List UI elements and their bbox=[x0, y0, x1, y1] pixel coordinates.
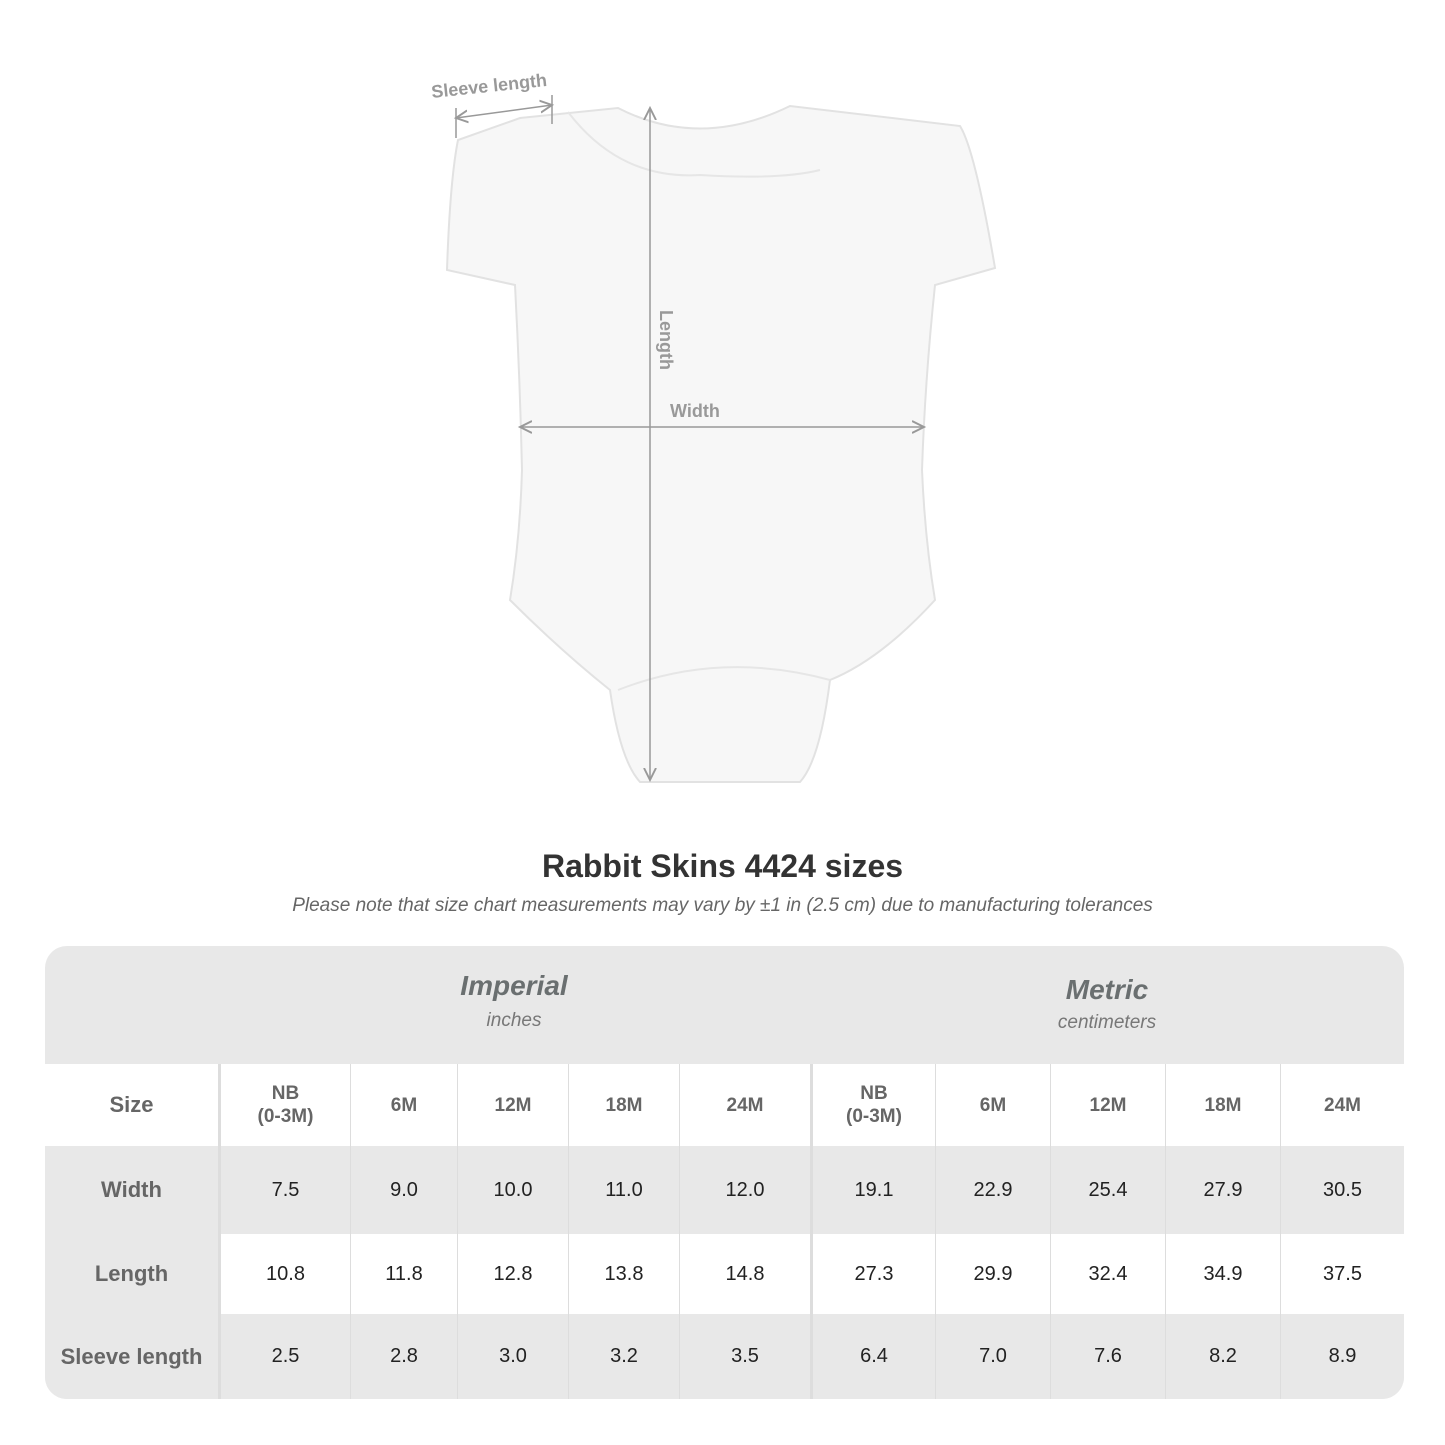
table-cell: 19.1 bbox=[810, 1146, 935, 1234]
size-column-header: NB (0-3M) bbox=[810, 1064, 935, 1146]
imperial-unit: inches bbox=[486, 1010, 542, 1031]
size-label: NB bbox=[860, 1083, 888, 1104]
table-cell: 30.5 bbox=[1280, 1146, 1404, 1234]
table-cell: 11.8 bbox=[350, 1234, 457, 1314]
size-label: 24M bbox=[726, 1094, 764, 1116]
table-cell: 2.8 bbox=[350, 1314, 457, 1399]
table-cell: 29.9 bbox=[935, 1234, 1050, 1314]
size-column-header: 6M bbox=[350, 1064, 457, 1146]
width-label: Width bbox=[670, 401, 720, 421]
chart-title: Rabbit Skins 4424 sizes bbox=[541, 848, 904, 884]
table-cell: 27.9 bbox=[1165, 1146, 1280, 1234]
size-column-header: 6M bbox=[935, 1064, 1050, 1146]
table-cell: 7.5 bbox=[218, 1146, 350, 1234]
size-label: 6M bbox=[390, 1094, 418, 1116]
size-table: Imperial inches Metric centimeters Size N… bbox=[45, 946, 1404, 1399]
size-label: 24M bbox=[1324, 1094, 1361, 1116]
table-cell: 14.8 bbox=[679, 1234, 810, 1314]
size-label: NB bbox=[271, 1083, 300, 1104]
sleeve-length-label: Sleeve length bbox=[430, 70, 548, 102]
table-cell: 12.0 bbox=[679, 1146, 810, 1234]
size-column-header: 18M bbox=[568, 1064, 679, 1146]
table-cell: 10.8 bbox=[218, 1234, 350, 1314]
table-cell: 32.4 bbox=[1050, 1234, 1165, 1314]
row-label: Length bbox=[45, 1234, 218, 1314]
table-cell: 3.2 bbox=[568, 1314, 679, 1399]
size-label: 18M bbox=[1204, 1094, 1242, 1116]
row-label: Width bbox=[45, 1146, 218, 1234]
table-cell: 7.6 bbox=[1050, 1314, 1165, 1399]
table-cell: 12.8 bbox=[457, 1234, 568, 1314]
size-column-header: 24M bbox=[1280, 1064, 1404, 1146]
table-cell: 6.4 bbox=[810, 1314, 935, 1399]
size-column-header: 12M bbox=[1050, 1064, 1165, 1146]
table-cell: 22.9 bbox=[935, 1146, 1050, 1234]
table-cell: 7.0 bbox=[935, 1314, 1050, 1399]
size-column-header: NB (0-3M) bbox=[218, 1064, 350, 1146]
sleeve-length-arrow bbox=[456, 105, 552, 118]
size-column-header: 24M bbox=[679, 1064, 810, 1146]
size-label: (0-3M) bbox=[257, 1106, 314, 1127]
size-label: 12M bbox=[494, 1094, 532, 1116]
table-cell: 37.5 bbox=[1280, 1234, 1404, 1314]
table-cell: 25.4 bbox=[1050, 1146, 1165, 1234]
table-cell: 9.0 bbox=[350, 1146, 457, 1234]
table-cell: 34.9 bbox=[1165, 1234, 1280, 1314]
onesie-diagram: Sleeve length Length Width bbox=[430, 70, 997, 783]
onesie-garment bbox=[445, 104, 997, 783]
table-cell: 2.5 bbox=[218, 1314, 350, 1399]
metric-unit: centimeters bbox=[1057, 1012, 1157, 1033]
metric-header: Metric centimeters bbox=[810, 946, 1404, 1064]
table-cell: 8.9 bbox=[1280, 1314, 1404, 1399]
tolerance-note: Please note that size chart measurements… bbox=[292, 895, 1153, 916]
size-column-header: 18M bbox=[1165, 1064, 1280, 1146]
table-cell: 11.0 bbox=[568, 1146, 679, 1234]
imperial-header: Imperial inches bbox=[218, 946, 810, 1064]
table-cell: 3.0 bbox=[457, 1314, 568, 1399]
table-cell: 27.3 bbox=[810, 1234, 935, 1314]
length-label: Length bbox=[656, 310, 676, 370]
table-cell: 13.8 bbox=[568, 1234, 679, 1314]
size-label: 6M bbox=[979, 1094, 1007, 1116]
row-label: Sleeve length bbox=[45, 1314, 218, 1399]
size-header: Size bbox=[45, 1064, 218, 1146]
metric-title: Metric bbox=[1065, 974, 1149, 1005]
size-label: 18M bbox=[605, 1094, 643, 1116]
size-column-header: 12M bbox=[457, 1064, 568, 1146]
table-cell: 8.2 bbox=[1165, 1314, 1280, 1399]
imperial-title: Imperial bbox=[460, 970, 568, 1001]
size-label: 12M bbox=[1089, 1094, 1127, 1116]
table-cell: 10.0 bbox=[457, 1146, 568, 1234]
table-cell: 3.5 bbox=[679, 1314, 810, 1399]
size-label: (0-3M) bbox=[846, 1106, 902, 1127]
